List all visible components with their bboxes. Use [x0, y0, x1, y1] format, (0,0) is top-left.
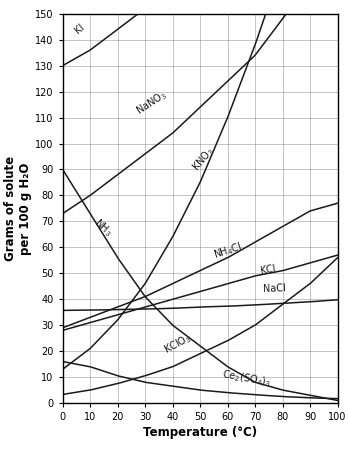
Text: KNO$_3$: KNO$_3$	[189, 144, 218, 174]
Y-axis label: Grams of solute
per 100 g H₂O: Grams of solute per 100 g H₂O	[4, 156, 32, 261]
X-axis label: Temperature (°C): Temperature (°C)	[143, 426, 257, 439]
Text: KCl: KCl	[260, 263, 277, 276]
Text: Ce$_2$(SO$_4$)$_3$: Ce$_2$(SO$_4$)$_3$	[221, 368, 272, 390]
Text: NH$_4$Cl: NH$_4$Cl	[212, 240, 244, 262]
Text: KClO$_3$: KClO$_3$	[161, 331, 193, 357]
Text: NaNO$_3$: NaNO$_3$	[133, 88, 169, 118]
Text: KI: KI	[73, 22, 87, 36]
Text: NH$_3$: NH$_3$	[91, 216, 115, 240]
Text: NaCl: NaCl	[263, 283, 286, 294]
